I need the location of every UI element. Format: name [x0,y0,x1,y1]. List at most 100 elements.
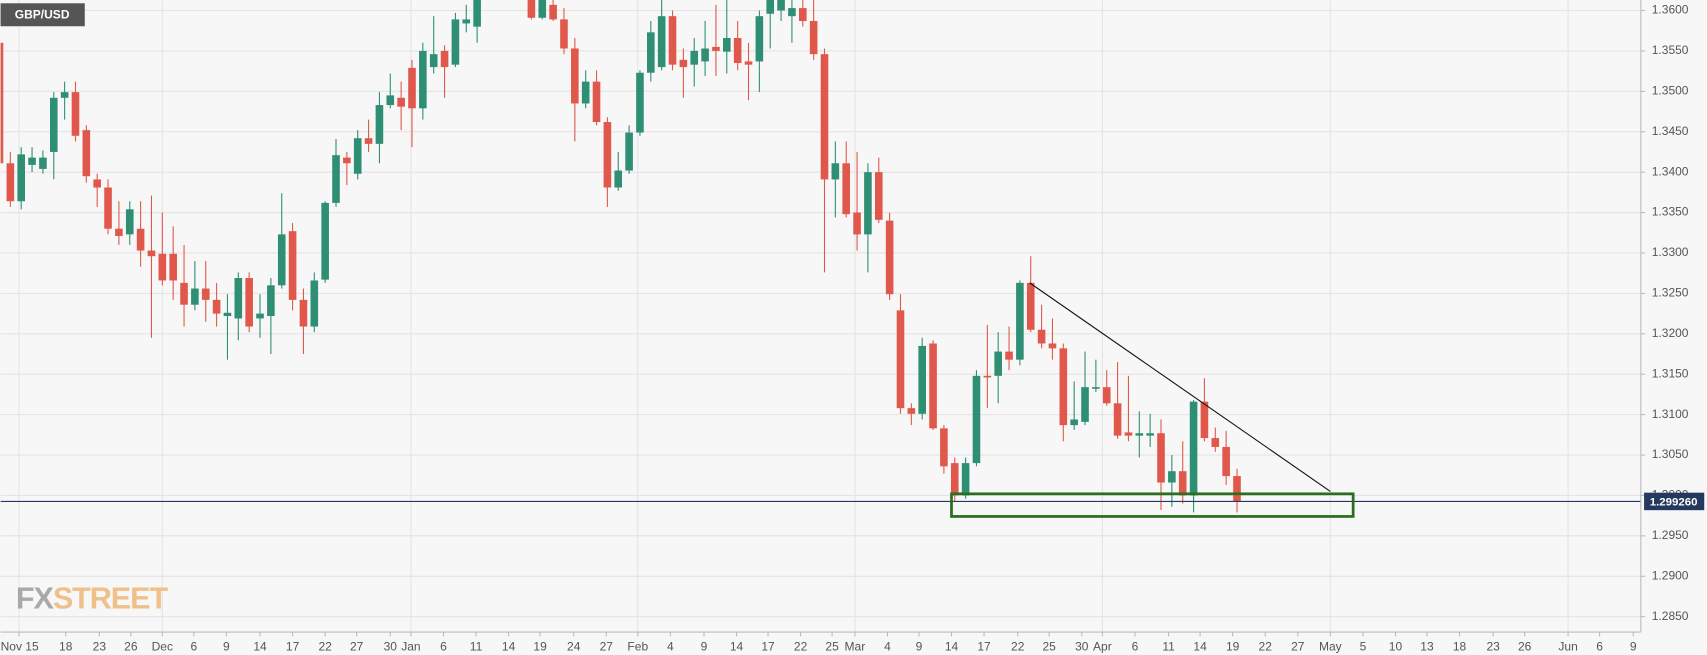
candle-body [136,228,145,251]
x-tick-label: 4 [667,640,674,654]
candle-body [549,4,557,20]
candle-body [929,343,937,429]
x-tick-label: 17 [977,640,991,654]
candle-body [158,253,167,281]
candle-body [451,19,460,65]
candle-body [560,19,568,49]
candle-body [353,138,362,174]
x-tick-label: 26 [1518,640,1532,654]
x-tick-label: 30 [1075,640,1089,654]
y-tick-label: 1.3300 [1652,245,1689,259]
candle-body [1146,433,1154,436]
candle-body [1124,432,1133,436]
candle-body [733,37,742,64]
candle-body [864,172,872,235]
candle-body [299,299,308,327]
x-tick-label: 25 [1043,640,1057,654]
candle-body [71,92,80,136]
price-label-box [1644,492,1705,511]
candle-body [1178,471,1187,496]
y-tick-label: 1.3050 [1652,447,1689,461]
candle-body [1081,387,1089,422]
x-tick-label: 22 [1011,640,1025,654]
candle-body [397,97,405,107]
candle-body [6,163,15,202]
logo-prefix: FX [16,581,55,615]
x-tick-label: 27 [1291,640,1305,654]
x-tick-label: Jan [401,640,420,654]
x-tick-label: May [1319,640,1342,654]
candle-body [940,428,948,467]
candle-body [234,278,243,319]
candle-body [798,8,807,22]
candle-body [755,16,764,62]
candle-body [1059,348,1068,426]
x-tick-label: Mar [845,640,866,654]
x-tick-label: 17 [761,640,775,654]
candle-body [364,138,373,144]
candle-body [115,228,123,237]
y-tick-label: 1.2850 [1652,609,1689,623]
x-tick-label: 4 [884,640,891,654]
candle-body [657,16,666,68]
x-tick-label: 27 [350,640,364,654]
candle-body [419,50,427,109]
candle-body [636,72,644,133]
x-tick-label: 9 [701,640,708,654]
candle-body [1222,446,1230,477]
candle-body [201,288,210,300]
candle-body [321,202,329,280]
candle-body [983,375,992,378]
candle-body [1016,282,1024,360]
candle-body [1135,433,1144,436]
x-tick-label: 19 [1226,640,1240,654]
candle-body [408,67,416,109]
candle-body [267,285,275,317]
logo-suffix: STREET [53,581,169,615]
candle-body [28,157,36,165]
candle-body [668,16,677,65]
x-tick-label: 6 [440,640,447,654]
candle-body [853,212,861,235]
candle-body [896,310,905,409]
candle-body [125,209,134,235]
candle-body [386,95,395,106]
x-tick-label: 10 [1389,640,1403,654]
candle-body [104,187,112,229]
candle-body [777,0,785,11]
candle-body [581,81,590,104]
candle-body [647,32,655,73]
candle-body [527,0,536,18]
logo: FXSTREET [16,581,169,615]
candle-body [918,345,926,414]
x-tick-label: 17 [286,640,300,654]
axes: 1.3600 1.3550 1.3500 1.3450 1.3400 1.3350 1.33… [1,3,1705,654]
x-tick-label: 6 [1132,640,1139,654]
x-tick-label: 11 [1162,640,1175,654]
symbol-label: GBP/USD [15,7,70,21]
grid [0,0,1641,633]
candle-body [538,0,547,18]
candle-body [1168,471,1176,483]
candle-body [1200,401,1209,439]
candle-body [1233,476,1241,502]
x-tick-label: 6 [1596,640,1603,654]
x-tick-label: 9 [916,640,923,654]
x-tick-label: 6 [190,640,197,654]
candle-body [722,37,731,52]
y-tick-label: 1.2900 [1652,568,1689,582]
y-tick-label: 1.3100 [1652,407,1689,421]
x-tick-label: 27 [600,640,614,654]
x-tick-label: 11 [470,640,483,654]
candle-body [429,54,438,68]
y-tick-label: 1.3200 [1652,326,1689,340]
y-tick-label: 1.3350 [1652,205,1689,219]
x-tick-label: 14 [1193,640,1207,654]
x-tick-label: 22 [1259,640,1273,654]
candle-body [343,157,351,164]
x-tick-label: 13 [1420,640,1434,654]
candle-body [49,97,58,152]
candle-body [994,351,1002,376]
candle-body [831,163,840,180]
